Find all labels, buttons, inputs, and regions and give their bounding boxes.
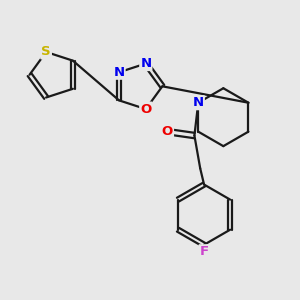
Text: S: S (41, 46, 51, 59)
Text: F: F (200, 245, 208, 258)
Text: N: N (140, 57, 152, 70)
Text: N: N (113, 66, 124, 79)
Text: O: O (162, 125, 173, 138)
Text: N: N (193, 96, 204, 109)
Text: O: O (140, 103, 152, 116)
